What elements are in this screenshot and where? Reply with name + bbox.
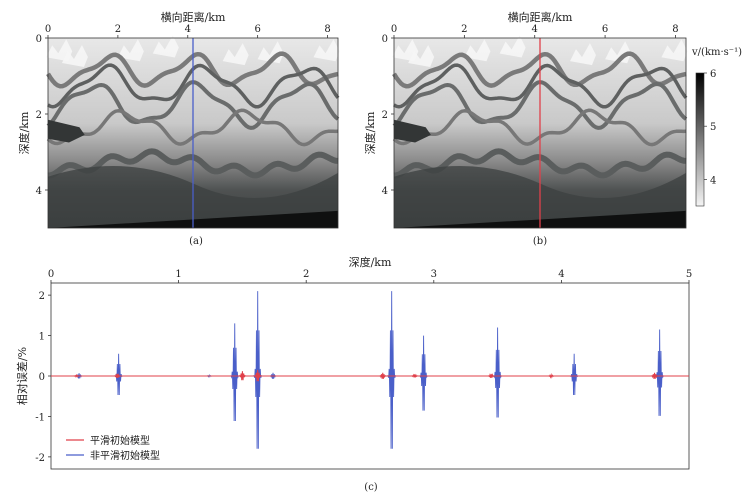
x-tick-label: 0 [48,269,54,280]
x-tick-label: 4 [185,24,191,35]
x-tick-label: 0 [391,24,397,35]
model-dark-wedge [48,119,85,143]
y-tick-label: 1 [39,332,45,343]
plot-frame [47,37,339,229]
x-tick-label: 5 [686,269,692,280]
y-tick-label: 4 [382,186,388,197]
legend-label: 平滑初始模型 [90,434,150,447]
x-tick-label: 2 [303,269,309,280]
x-tick-label: 3 [431,269,437,280]
colorbar-tick-label: 4 [710,175,716,186]
y-tick-label: 2 [39,291,45,302]
y-tick-label: -2 [35,453,45,464]
model-dark-wedge [394,119,431,143]
x-tick-label: 6 [602,24,608,35]
velocity-model-panel-a: 0 2 4 6 8 横向距离/km 0 2 4 深度/km [17,10,340,229]
y-tick-label: 0 [382,34,388,45]
model-light-patch [117,39,144,62]
y-axis-title: 深度/km [17,111,31,154]
panel-label-a: (a) [189,236,203,247]
model-light-patch [61,45,88,67]
y-tick-label: 2 [382,110,388,121]
model-light-patch [222,43,249,66]
panel-label-c: (c) [364,482,378,493]
model-light-patch [569,43,596,66]
y-tick-label: 2 [36,110,42,121]
plot-frame [393,37,687,229]
y-tick-label: 0 [36,34,42,45]
x-tick-label: 6 [254,24,260,35]
series-line-smooth [51,369,689,382]
colorbar-tick-label: 5 [710,122,716,133]
panel-label-b: (b) [533,236,547,247]
colorbar-title: v/(km·s⁻¹) [691,47,742,58]
y-tick-label: -1 [35,412,45,423]
x-tick-label: 2 [115,24,121,35]
colorbar-tick-label: 6 [710,69,716,80]
colorbar-ramp [695,72,705,207]
velocity-model-panel-b: 0 2 4 6 8 横向距离/km 0 2 4 深度/km [363,10,688,229]
x-axis-title: 横向距离/km [161,10,226,24]
x-tick-label: 2 [461,24,467,35]
x-tick-label: 8 [672,24,678,35]
x-tick-label: 8 [324,24,330,35]
x-tick-label: 4 [558,269,564,280]
model-light-patch [408,45,435,67]
x-axis-title: 深度/km [349,255,392,269]
legend-label: 非平滑初始模型 [90,449,160,462]
velocity-colorbar: 4 5 6 v/(km·s⁻¹) [691,47,742,207]
x-tick-label: 0 [45,24,51,35]
model-light-patch [464,39,491,62]
y-axis-title: 深度/km [363,111,377,154]
model-light-patch [499,35,526,58]
model-light-patch [661,39,688,62]
x-axis-title: 横向距离/km [508,10,573,24]
model-light-patch [313,39,340,62]
x-tick-label: 1 [175,269,181,280]
model-light-patch [152,35,179,58]
y-tick-label: 4 [36,186,42,197]
y-axis-title: 相对误差/% [15,347,29,405]
x-tick-label: 4 [532,24,538,35]
y-tick-label: 0 [39,372,45,383]
